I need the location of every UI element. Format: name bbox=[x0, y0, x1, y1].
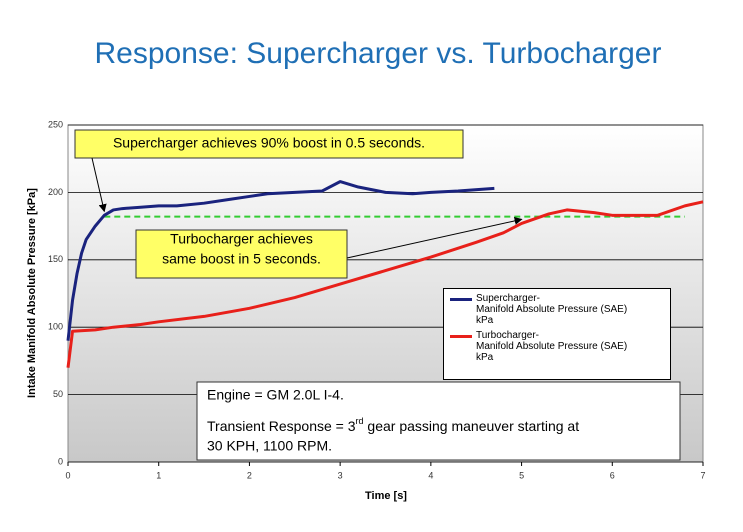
y-tick-label: 250 bbox=[48, 119, 63, 129]
annotation-box bbox=[74, 129, 464, 159]
x-axis-label: Time [s] bbox=[365, 490, 407, 502]
note-text: 30 KPH, 1100 RPM. bbox=[207, 438, 332, 454]
annotation-arrow bbox=[346, 216, 523, 259]
note-text-part: gear passing maneuver starting at bbox=[364, 418, 580, 434]
legend-item: Supercharger- Manifold Absolute Pressure… bbox=[450, 293, 664, 326]
annotation-text: same boost in 5 seconds. bbox=[162, 251, 321, 267]
y-tick-label: 200 bbox=[48, 187, 63, 197]
y-axis-label: Intake Manifold Absolute Pressure [kPa] bbox=[26, 188, 38, 398]
note-text-part: rd bbox=[356, 416, 364, 426]
note-box bbox=[196, 381, 681, 461]
x-tick-label: 7 bbox=[700, 470, 705, 480]
legend-label: Supercharger- Manifold Absolute Pressure… bbox=[476, 293, 628, 326]
x-tick-label: 3 bbox=[338, 470, 343, 480]
legend: Supercharger- Manifold Absolute Pressure… bbox=[443, 288, 671, 380]
annotation-arrow bbox=[91, 157, 107, 213]
chart-title: Response: Supercharger vs. Turbocharger bbox=[95, 37, 662, 70]
series-line bbox=[66, 200, 704, 368]
y-tick-label: 0 bbox=[58, 456, 63, 466]
note-text-part: Transient Response = 3 bbox=[207, 418, 356, 434]
x-tick-label: 5 bbox=[519, 470, 524, 480]
x-tick-label: 6 bbox=[610, 470, 615, 480]
x-tick-label: 0 bbox=[65, 470, 70, 480]
legend-label: Turbocharger- Manifold Absolute Pressure… bbox=[476, 330, 628, 363]
x-tick-label: 4 bbox=[428, 470, 433, 480]
legend-swatch bbox=[450, 335, 472, 338]
x-tick-label: 1 bbox=[156, 470, 161, 480]
legend-item: Turbocharger- Manifold Absolute Pressure… bbox=[450, 330, 664, 363]
series-line bbox=[66, 180, 495, 341]
note-text: Transient Response = 3rd gear passing ma… bbox=[207, 416, 579, 433]
y-tick-label: 50 bbox=[53, 389, 63, 399]
y-tick-label: 100 bbox=[48, 322, 63, 332]
y-tick-label: 150 bbox=[48, 254, 63, 264]
legend-swatch bbox=[450, 298, 472, 301]
annotation-text: Turbocharger achieves bbox=[170, 231, 313, 247]
annotation-text: Supercharger achieves 90% boost in 0.5 s… bbox=[113, 135, 425, 151]
x-tick-label: 2 bbox=[247, 470, 252, 480]
annotation-box bbox=[135, 229, 348, 279]
note-text: Engine = GM 2.0L I-4. bbox=[207, 387, 344, 403]
